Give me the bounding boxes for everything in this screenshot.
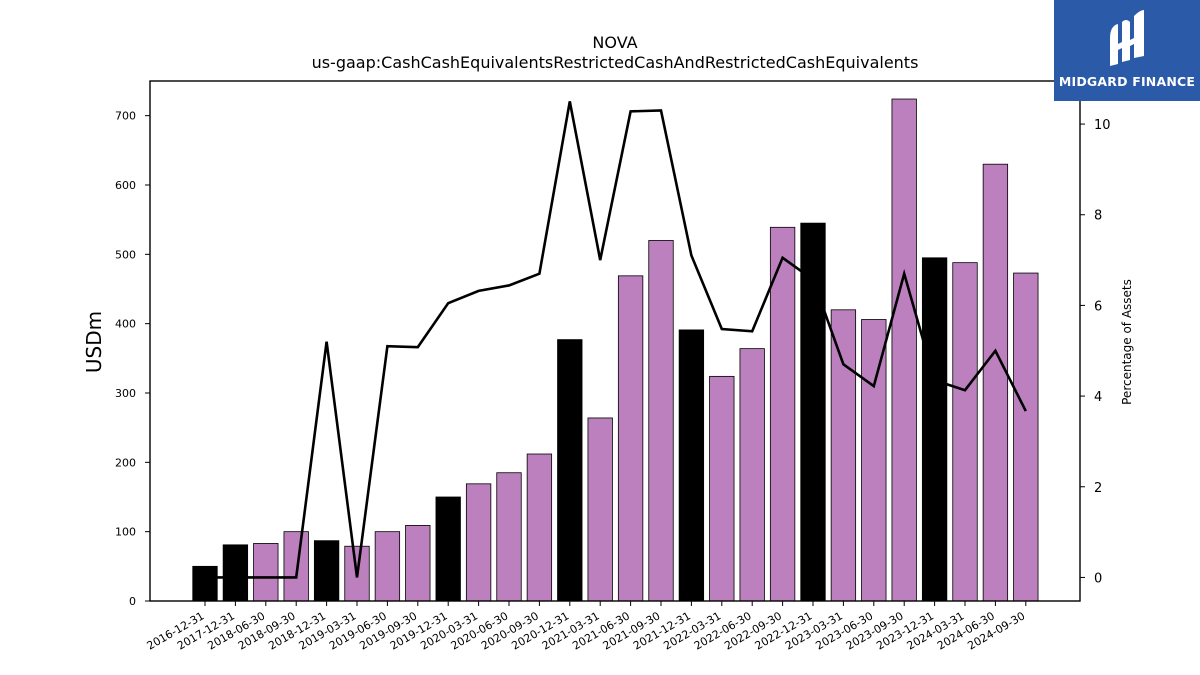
bar-2023-12-31 <box>921 257 948 602</box>
logo-text: MIDGARD FINANCE <box>1058 74 1196 89</box>
bar-2019-09-30 <box>405 525 431 602</box>
bar-2021-06-30 <box>617 275 644 602</box>
bar-2020-09-30 <box>526 453 553 602</box>
y-axis-label: USDm <box>82 311 106 373</box>
midgard-logo-icon <box>1110 10 1144 66</box>
plot-frame <box>149 80 1081 602</box>
bar-2020-03-31 <box>465 483 492 602</box>
bar-2020-06-30 <box>496 472 522 602</box>
y-tick-label: 500 <box>115 248 136 261</box>
bar-2018-12-31 <box>313 540 340 602</box>
y-tick-label: 100 <box>115 526 136 539</box>
y2-tick-label: 6 <box>1094 299 1102 314</box>
chart-subtitle: us-gaap:CashCashEquivalentsRestrictedCas… <box>312 53 919 72</box>
chart-title: NOVA <box>592 33 637 52</box>
y-tick-label: 400 <box>115 318 136 331</box>
y2-tick-label: 8 <box>1094 209 1102 224</box>
y2-tick-label: 2 <box>1094 481 1102 496</box>
y2-tick-label: 4 <box>1094 390 1102 405</box>
bar-2018-06-30 <box>253 543 279 602</box>
bar-2019-06-30 <box>374 531 401 602</box>
bar-2024-06-30 <box>982 163 1009 602</box>
plot-area: 010020030040050060070002468102016-12-312… <box>115 80 1111 653</box>
bar-2024-03-31 <box>952 262 978 602</box>
pct-assets-line <box>205 101 1027 579</box>
bar-2023-06-30 <box>861 319 887 602</box>
bar-2022-12-31 <box>800 222 826 602</box>
bar-2022-09-30 <box>769 226 796 602</box>
bar-2018-09-30 <box>283 531 309 602</box>
y2-axis-label: Percentage of Assets <box>1120 279 1134 405</box>
y2-tick-label: 10 <box>1094 118 1111 133</box>
bar-2016-12-31 <box>192 565 218 602</box>
bar-2017-12-31 <box>222 544 249 602</box>
y-tick-label: 200 <box>115 456 136 469</box>
bar-2020-12-31 <box>557 339 583 602</box>
bar-2024-09-30 <box>1013 272 1039 602</box>
y-tick-label: 600 <box>115 179 136 192</box>
bar-2022-06-30 <box>739 348 765 602</box>
bar-2023-03-31 <box>830 309 857 602</box>
bar-2023-09-30 <box>891 98 917 602</box>
midgard-finance-logo: MIDGARD FINANCE <box>1054 0 1200 101</box>
bar-2021-03-31 <box>587 417 613 602</box>
bar-2021-09-30 <box>648 240 674 602</box>
bar-2022-03-31 <box>709 375 735 602</box>
y2-tick-label: 0 <box>1094 571 1102 586</box>
bar-2019-12-31 <box>435 496 461 602</box>
y-tick-label: 700 <box>115 110 136 123</box>
bar-2021-12-31 <box>678 329 705 602</box>
y-tick-label: 300 <box>115 387 136 400</box>
y-tick-label: 0 <box>129 595 136 608</box>
